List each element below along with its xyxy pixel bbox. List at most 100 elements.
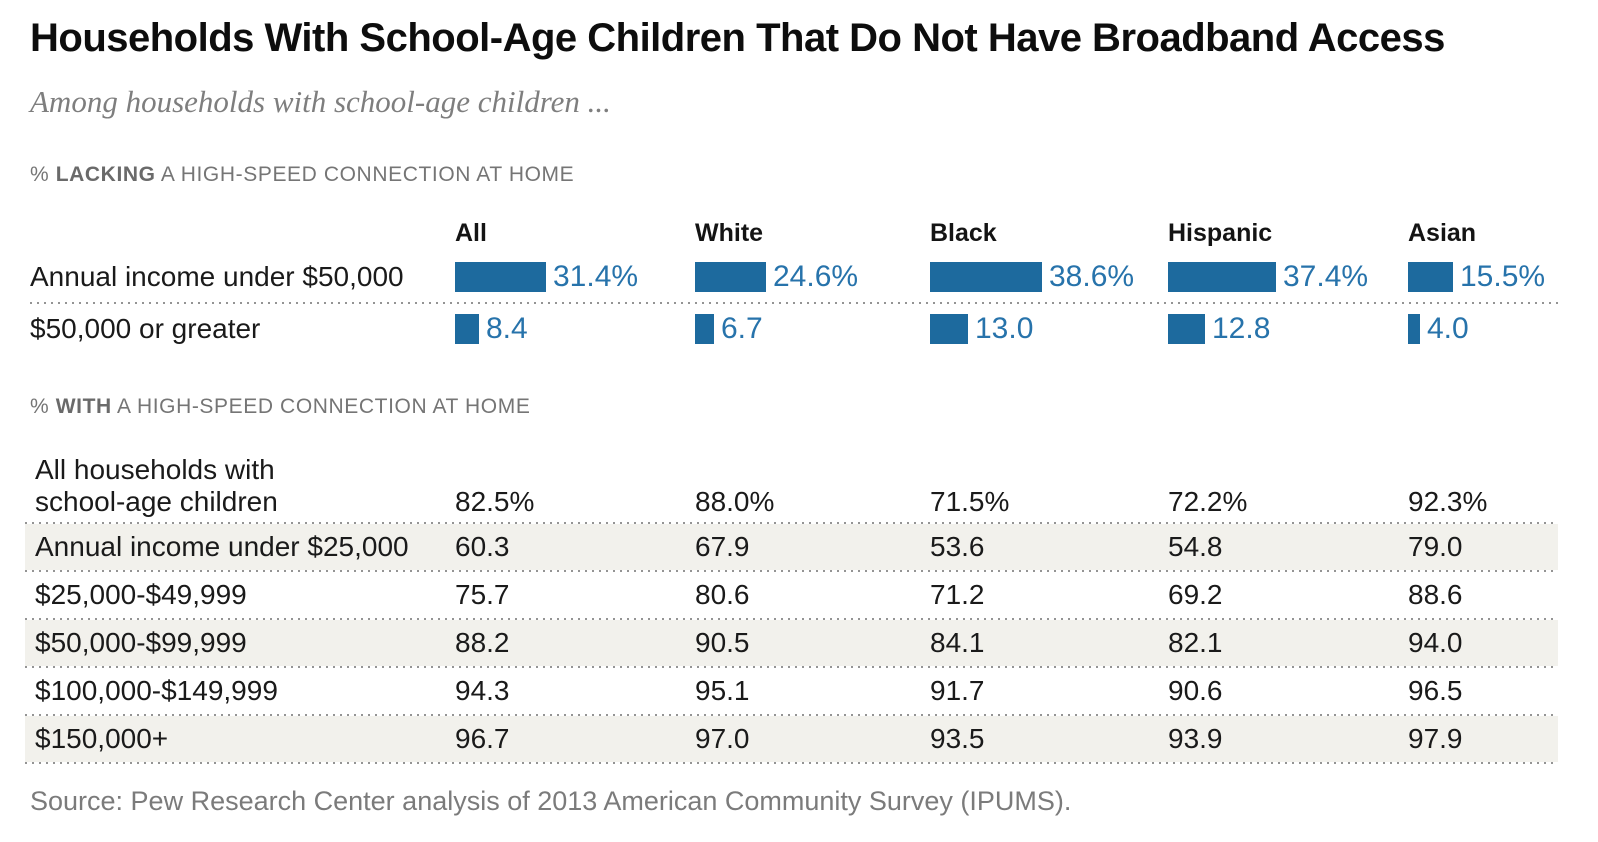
table-cell-value: 88.0% xyxy=(695,486,775,517)
bar xyxy=(1168,314,1205,344)
table-cell-value: 92.3% xyxy=(1408,486,1488,517)
table-cell-value: 54.8 xyxy=(1168,531,1223,562)
bar-value-label: 31.4% xyxy=(553,260,639,293)
table-row-label: $100,000-$149,999 xyxy=(35,675,278,706)
table-cell-value: 84.1 xyxy=(930,627,985,658)
column-header-black: Black xyxy=(930,219,997,247)
dotted-separator xyxy=(25,522,1558,524)
table-row: $50,000-$99,999 88.2 90.5 84.1 82.1 94.0 xyxy=(25,620,1558,666)
bar-cell: 24.6% xyxy=(695,252,930,302)
table-cell-value: 79.0 xyxy=(1408,531,1463,562)
table-cell-value: 67.9 xyxy=(695,531,750,562)
column-header-all: All xyxy=(455,219,487,247)
table-cell-value: 94.0 xyxy=(1408,627,1463,658)
bar-cell: 37.4% xyxy=(1168,252,1408,302)
bar-value-label: 24.6% xyxy=(773,260,859,293)
bar-value-label: 37.4% xyxy=(1283,260,1369,293)
table-row: $25,000-$49,999 75.7 80.6 71.2 69.2 88.6 xyxy=(25,572,1558,618)
section-label-with-rest: A HIGH-SPEED CONNECTION AT HOME xyxy=(111,395,531,418)
table-cell-value: 71.5% xyxy=(930,486,1010,517)
bar xyxy=(455,262,546,292)
table-cell-value: 80.6 xyxy=(695,579,750,610)
bar-value-label: 12.8 xyxy=(1212,312,1271,345)
table-cell-value: 94.3 xyxy=(455,675,510,706)
bar xyxy=(695,314,714,344)
table-cell-value: 53.6 xyxy=(930,531,985,562)
bar-value-label: 13.0 xyxy=(975,312,1034,345)
source-note: Source: Pew Research Center analysis of … xyxy=(30,786,1072,816)
section-label-lacking-keyword: LACKING xyxy=(55,163,156,186)
bar-value-label: 15.5% xyxy=(1460,260,1546,293)
table-cell-value: 95.1 xyxy=(695,675,750,706)
bar-value-label: 6.7 xyxy=(721,312,763,345)
dotted-separator xyxy=(25,666,1558,668)
table-cell-value: 75.7 xyxy=(455,579,510,610)
section-label-with-prefix: % xyxy=(30,395,56,418)
table-cell-value: 93.5 xyxy=(930,723,985,754)
dotted-separator xyxy=(25,714,1558,716)
dotted-separator xyxy=(25,570,1558,572)
bar-row: Annual income under $50,000 31.4% 24.6% 38.… xyxy=(30,252,1558,302)
lacking-bar-chart: All White Black Hispanic Asian Annual income … xyxy=(30,214,1558,354)
bar xyxy=(455,314,479,344)
table-cell-value: 96.5 xyxy=(1408,675,1463,706)
bar-cell: 13.0 xyxy=(930,304,1168,354)
dotted-separator xyxy=(30,302,1558,304)
table-row: $100,000-$149,999 94.3 95.1 91.7 90.6 96.5 xyxy=(25,668,1558,714)
table-cell-value: 88.6 xyxy=(1408,579,1463,610)
bar-cell: 4.0 xyxy=(1408,304,1558,354)
table-row: All households with school-age children 82… xyxy=(25,448,1558,522)
section-label-lacking-prefix: % xyxy=(30,163,56,186)
table-row-label: $150,000+ xyxy=(35,723,169,754)
bar-cell: 6.7 xyxy=(695,304,930,354)
table-cell-value: 88.2 xyxy=(455,627,510,658)
chart-subtitle: Among households with school-age childre… xyxy=(30,84,611,119)
table-cell-value: 97.9 xyxy=(1408,723,1463,754)
table-row-label: Annual income under $25,000 xyxy=(35,531,409,562)
table-row: Annual income under $25,000 60.3 67.9 53.6 5… xyxy=(25,524,1558,570)
bar xyxy=(930,314,968,344)
bar-row-label: $50,000 or greater xyxy=(30,313,261,344)
table-cell-value: 69.2 xyxy=(1168,579,1223,610)
table-cell-value: 71.2 xyxy=(930,579,985,610)
table-cell-value: 91.7 xyxy=(930,675,985,706)
section-label-lacking-rest: A HIGH-SPEED CONNECTION AT HOME xyxy=(155,163,575,186)
column-header-hispanic: Hispanic xyxy=(1168,219,1273,247)
column-header-asian: Asian xyxy=(1408,219,1477,247)
bar-value-label: 38.6% xyxy=(1049,260,1135,293)
bar xyxy=(1408,314,1420,344)
with-table: All households with school-age children 82… xyxy=(25,448,1558,764)
bar xyxy=(930,262,1042,292)
bar-value-label: 4.0 xyxy=(1427,312,1469,345)
dotted-separator xyxy=(25,762,1558,764)
bar xyxy=(1168,262,1276,292)
chart-title: Households With School-Age Children That… xyxy=(30,16,1445,60)
bar xyxy=(695,262,766,292)
bar-row: $50,000 or greater 8.4 6.7 13.0 12.8 4.0 xyxy=(30,304,1558,354)
bar xyxy=(1408,262,1453,292)
section-label-with-keyword: WITH xyxy=(55,395,112,418)
bar-cell: 38.6% xyxy=(930,252,1168,302)
column-header-white: White xyxy=(695,219,764,247)
table-row-label: $25,000-$49,999 xyxy=(35,579,247,610)
bar-value-label: 8.4 xyxy=(486,312,528,345)
table-cell-value: 93.9 xyxy=(1168,723,1223,754)
bar-row-label: Annual income under $50,000 xyxy=(30,261,404,292)
table-cell-value: 60.3 xyxy=(455,531,510,562)
table-cell-value: 90.6 xyxy=(1168,675,1223,706)
table-cell-value: 96.7 xyxy=(455,723,510,754)
table-cell-value: 97.0 xyxy=(695,723,750,754)
table-cell-value: 72.2% xyxy=(1168,486,1248,517)
table-cell-value: 90.5 xyxy=(695,627,750,658)
bar-cell: 8.4 xyxy=(455,304,695,354)
column-header-row: All White Black Hispanic Asian xyxy=(30,214,1558,252)
table-row: $150,000+ 96.7 97.0 93.5 93.9 97.9 xyxy=(25,716,1558,762)
bar-cell: 12.8 xyxy=(1168,304,1408,354)
section-label-lacking: % LACKING A HIGH-SPEED CONNECTION AT HOM… xyxy=(30,163,574,187)
table-cell-value: 82.5% xyxy=(455,486,535,517)
table-row-label: $50,000-$99,999 xyxy=(35,627,247,658)
table-row-label: All households with school-age children xyxy=(35,454,278,517)
table-cell-value: 82.1 xyxy=(1168,627,1223,658)
dotted-separator xyxy=(25,618,1558,620)
